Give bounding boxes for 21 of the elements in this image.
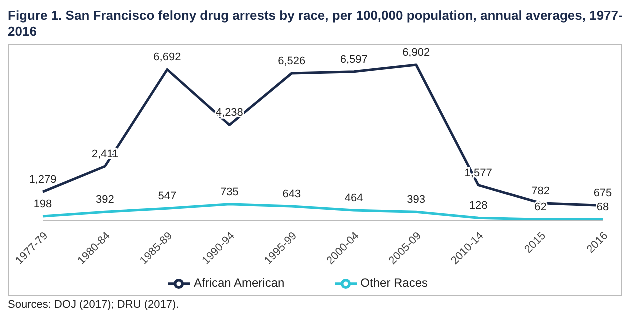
chart-title: Figure 1. San Francisco felony drug arrests by race, per 100,000 population, annual averages, 1977-2016 bbox=[8, 8, 624, 40]
data-label: 392 bbox=[96, 194, 114, 206]
data-label: 128 bbox=[469, 200, 488, 212]
data-label: 6,526 bbox=[278, 56, 306, 68]
data-label: 68 bbox=[596, 201, 610, 214]
data-label: 547 bbox=[158, 190, 177, 203]
legend-label: African American bbox=[194, 276, 285, 290]
data-label: 735 bbox=[220, 186, 239, 198]
data-label: 782 bbox=[532, 185, 550, 198]
data-label: 6,597 bbox=[340, 54, 368, 66]
data-label: 198 bbox=[34, 198, 52, 211]
data-label: 6,902 bbox=[402, 47, 430, 59]
data-label: 464 bbox=[344, 192, 364, 205]
data-label: 643 bbox=[282, 188, 302, 200]
data-label: 1,279 bbox=[29, 174, 57, 186]
data-label: 393 bbox=[407, 194, 426, 206]
data-label: 62 bbox=[534, 202, 547, 214]
data-label: 6,692 bbox=[154, 52, 182, 64]
legend-label: Other Races bbox=[360, 276, 428, 290]
source-note: Sources: DOJ (2017); DRU (2017). bbox=[8, 299, 180, 311]
data-label: 675 bbox=[594, 188, 612, 200]
